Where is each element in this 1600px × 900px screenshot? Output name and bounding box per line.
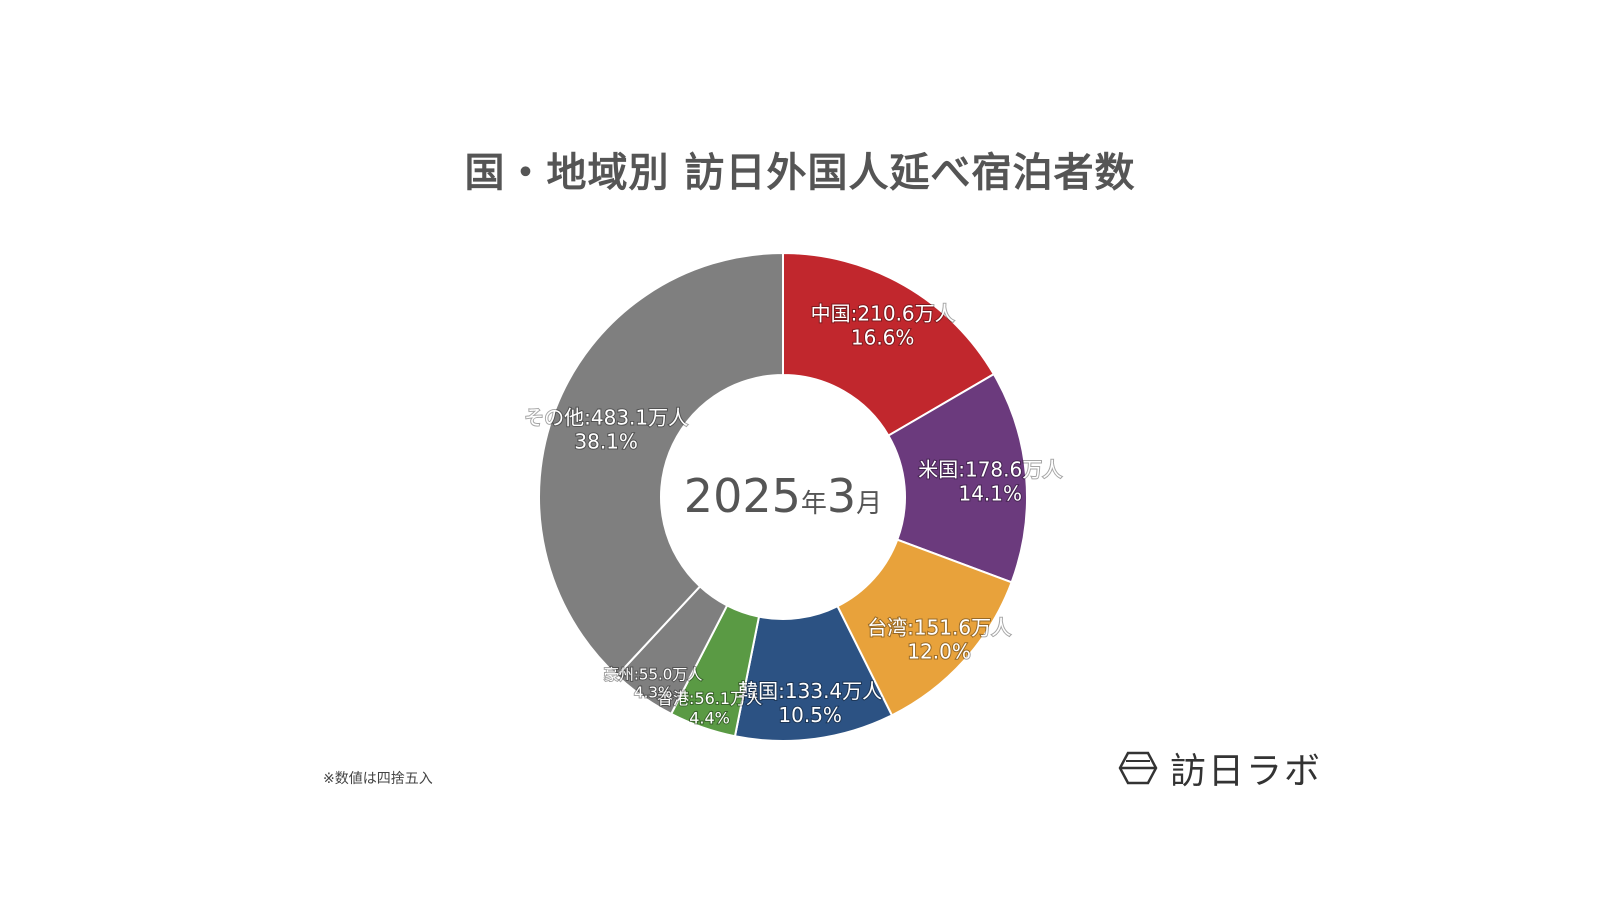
- slice-percent-2: 12.0%: [907, 639, 971, 663]
- slice-label-4: 香港:56.1万人 4.4%: [657, 689, 762, 727]
- slice-name-value-0: 中国:210.6万人: [811, 302, 955, 326]
- chart-title: 国・地域別 訪日外国人延べ宿泊者数: [464, 150, 1136, 196]
- slice-1: [887, 372, 1028, 584]
- brand-logo: 訪日ラボ: [1118, 742, 1322, 794]
- slice-percent-4: 4.4%: [689, 708, 730, 727]
- slice-percent-6: 38.1%: [574, 430, 638, 454]
- slice-6: [538, 251, 784, 678]
- slice-percent-3: 10.5%: [778, 703, 842, 727]
- center-month: 3: [827, 469, 856, 523]
- slice-percent-1: 14.1%: [958, 481, 1022, 505]
- center-year: 2025: [684, 469, 801, 523]
- hexagon-logo-icon: [1118, 751, 1158, 785]
- center-month-unit: 月: [856, 489, 882, 519]
- slice-name-value-4: 香港:56.1万人: [657, 689, 762, 708]
- slice-0: [782, 251, 996, 437]
- slice-name-value-6: その他:483.1万人: [524, 406, 688, 430]
- slice-name-value-2: 台湾:151.6万人: [867, 615, 1011, 639]
- center-year-unit: 年: [801, 489, 827, 519]
- footnote: ※数値は四捨五入: [323, 771, 433, 787]
- slice-label-5: 豪州:55.0万人 4.3%: [604, 666, 702, 702]
- slice-percent-0: 16.6%: [851, 326, 915, 350]
- slice-label-6: その他:483.1万人 38.1%: [524, 406, 688, 454]
- slice-percent-5: 4.3%: [634, 684, 672, 702]
- slice-label-0: 中国:210.6万人 16.6%: [811, 302, 955, 350]
- slice-2: [836, 538, 1013, 717]
- slice-label-2: 台湾:151.6万人 12.0%: [867, 615, 1011, 663]
- slice-label-1: 米国:178.6万人 14.1%: [918, 457, 1062, 505]
- center-label: 2025年3月: [684, 469, 882, 523]
- slice-name-value-3: 韓国:133.4万人: [738, 679, 882, 703]
- slice-name-value-5: 豪州:55.0万人: [604, 666, 702, 684]
- slice-name-value-1: 米国:178.6万人: [918, 457, 1062, 481]
- brand-name: 訪日ラボ: [1170, 751, 1323, 792]
- slice-label-3: 韓国:133.4万人 10.5%: [738, 679, 882, 727]
